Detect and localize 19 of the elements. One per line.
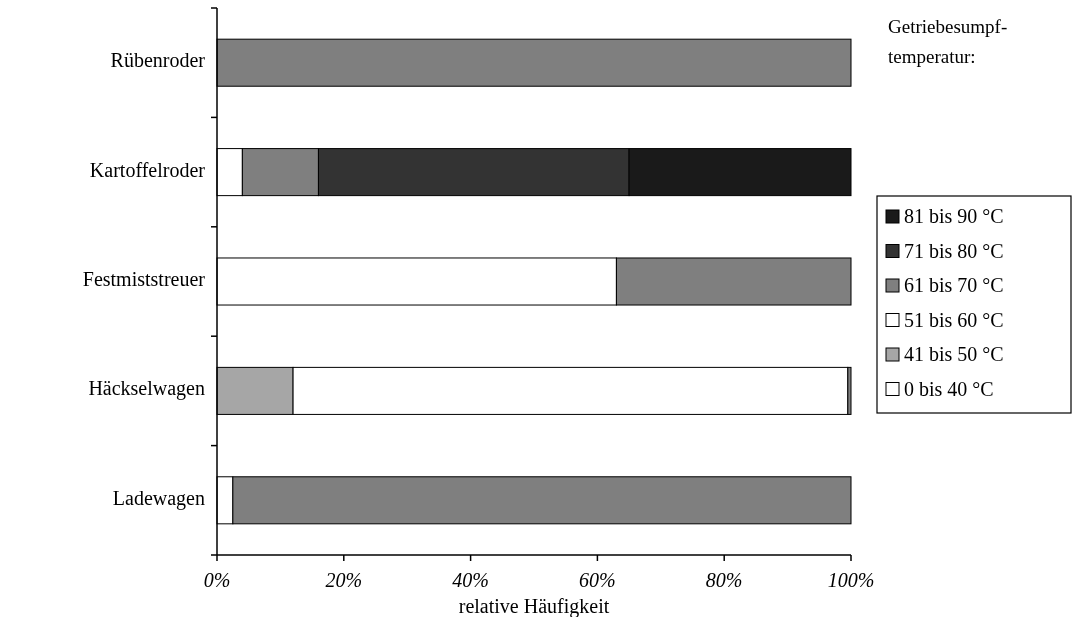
x-tick-label: 0% <box>203 569 231 591</box>
legend-label: 0 bis 40 °C <box>904 377 994 400</box>
legend-label: 51 bis 60 °C <box>904 308 1004 331</box>
legend-label: 81 bis 90 °C <box>904 205 1004 227</box>
y-tick-label: Kartoffelroder <box>89 158 206 181</box>
x-tick-label: 60% <box>579 569 616 591</box>
legend-label: 41 bis 50 °C <box>904 343 1004 365</box>
x-tick-label: 20% <box>325 569 363 591</box>
x-tick-label: 80% <box>705 569 743 591</box>
x-axis-title: relative Häufigkeit <box>458 595 610 617</box>
legend-label: 61 bis 70 °C <box>904 274 1004 296</box>
y-tick-label: Rübenroder <box>110 49 206 72</box>
legend-label: 71 bis 80 °C <box>904 239 1004 262</box>
y-tick-label: Festmiststreuer <box>82 268 206 291</box>
y-tick-label: Häckselwagen <box>88 377 205 401</box>
x-tick-label: 40% <box>452 569 489 591</box>
x-tick-label: 100% <box>827 569 875 591</box>
legend-title: Getriebesumpf- temperatur: <box>888 16 1008 67</box>
y-tick-label: Ladewagen <box>112 486 205 510</box>
